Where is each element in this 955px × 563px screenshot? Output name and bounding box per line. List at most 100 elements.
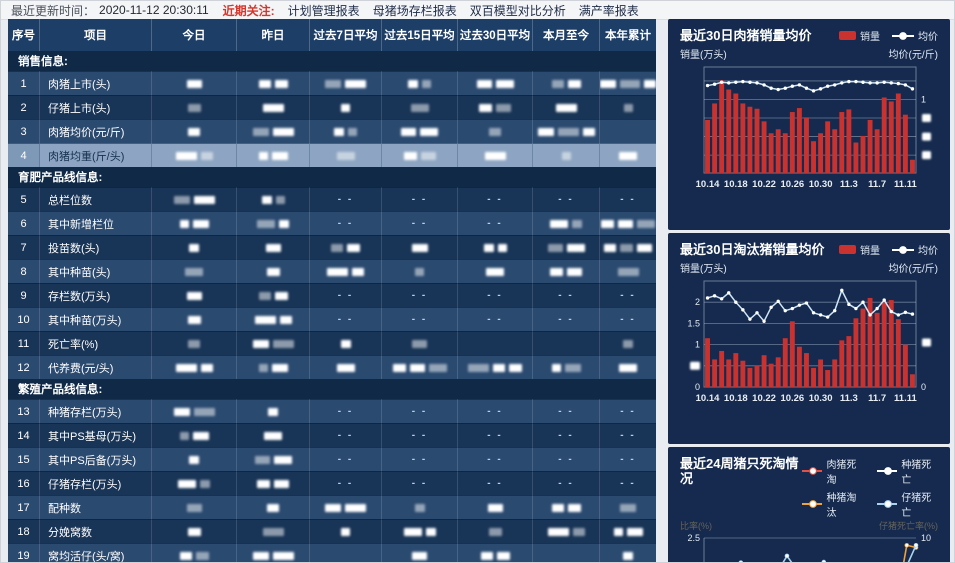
table-row[interactable]: 12 代养费(元/头): [8, 355, 656, 379]
report-link-4[interactable]: 满产率报表: [578, 3, 639, 18]
value-cell: - -: [310, 423, 382, 447]
redacted-value-block: [279, 219, 289, 228]
redacted-value-block: [179, 219, 189, 228]
svg-text:10.22: 10.22: [752, 393, 776, 404]
redacted-value-block: [572, 527, 585, 536]
kpi-table: 序号 项目 今日 昨日 过去7日平均 过去15日平均 过去30日平均 本月至今 本年累计 销售信息…: [8, 19, 656, 562]
no-data-dashes: - -: [411, 314, 428, 325]
row-label: 其中PS基母(万头): [40, 423, 152, 447]
value-cell: - -: [382, 471, 458, 495]
legend-item-breeder-cull[interactable]: 种猪淘汰: [802, 489, 863, 519]
redacted-value-block: [252, 127, 269, 136]
row-label: 分娩窝数: [40, 519, 152, 543]
value-cell: [310, 143, 382, 167]
section-header: 育肥产品线信息:: [8, 167, 656, 187]
legend-item-hog-death[interactable]: 肉猪死淘: [802, 456, 863, 486]
value-cell: [152, 119, 237, 143]
value-cell: - -: [382, 447, 458, 471]
redacted-value-block: [496, 551, 510, 560]
redacted-value-block: [331, 243, 343, 252]
report-link-1[interactable]: 计划管理报表: [287, 3, 360, 18]
row-number: 2: [8, 95, 40, 119]
redacted-value-block: [192, 431, 209, 440]
svg-text:0: 0: [921, 382, 926, 392]
redacted-value-block: [261, 195, 272, 204]
redacted-value-block: [268, 407, 278, 416]
no-data-dashes: - -: [620, 478, 636, 489]
svg-text:1: 1: [695, 340, 700, 350]
row-label: 配种数: [40, 495, 152, 519]
table-row[interactable]: 2 仔猪上市(头): [8, 95, 656, 119]
redacted-value-block: [258, 291, 271, 300]
legend-item-piglet-death[interactable]: 仔猪死亡: [877, 489, 938, 519]
value-cell: [600, 519, 656, 543]
legend-item-sales[interactable]: 销量: [839, 28, 880, 43]
redacted-value-block: [619, 151, 637, 160]
redacted-value-block: [555, 103, 577, 112]
table-row[interactable]: 5 总栏位数 - - - - - - - - - -: [8, 187, 656, 211]
right-axis-title: 均价(元/斤): [888, 50, 938, 61]
value-cell: - -: [458, 423, 533, 447]
table-row[interactable]: 3 肉猪均价(元/斤): [8, 119, 656, 143]
redacted-value-block: [274, 479, 289, 488]
legend-item-avg-price[interactable]: 均价: [892, 242, 938, 257]
value-cell: [458, 355, 533, 379]
redacted-value-block: [325, 503, 341, 512]
value-cell: [600, 235, 656, 259]
redacted-value-block: [341, 103, 350, 112]
no-data-dashes: - -: [337, 454, 354, 465]
table-row[interactable]: 6 其中新增栏位 - - - - - -: [8, 211, 656, 235]
table-row[interactable]: 4 肉猪均重(斤/头): [8, 143, 656, 167]
table-header-row: 序号 项目 今日 昨日 过去7日平均 过去15日平均 过去30日平均 本月至今 本年累计: [8, 19, 656, 51]
redacted-value-block: [619, 363, 637, 372]
value-cell: [382, 259, 458, 283]
row-number: 11: [8, 331, 40, 355]
legend-line-swatch: [802, 467, 823, 475]
value-cell: [458, 95, 533, 119]
table-row[interactable]: 18 分娩窝数: [8, 519, 656, 543]
legend-item-avg-price[interactable]: 均价: [892, 28, 938, 43]
legend-item-sow-death[interactable]: 种猪死亡: [877, 456, 938, 486]
report-link-3[interactable]: 双百模型对比分析: [469, 3, 566, 18]
table-row[interactable]: 15 其中PS后备(万头) - - - - - - - - - -: [8, 447, 656, 471]
legend-label: 销量: [860, 246, 880, 257]
redacted-value-block: [425, 527, 436, 536]
table-row[interactable]: 9 存栏数(万头) - - - - - - - - - -: [8, 283, 656, 307]
table-row[interactable]: 14 其中PS基母(万头) - - - - - - - - - -: [8, 423, 656, 447]
legend-item-sales[interactable]: 销量: [839, 242, 880, 257]
table-row[interactable]: 10 其中种苗(万头) - - - - - - - - - -: [8, 307, 656, 331]
report-link-2[interactable]: 母猪场存栏报表: [372, 3, 457, 18]
value-cell: - -: [533, 447, 600, 471]
redacted-value-block: [551, 79, 564, 88]
column-header: 今日: [152, 19, 237, 51]
legend-label: 均价: [918, 32, 938, 43]
table-row[interactable]: 13 种猪存栏(万头) - - - - - - - - - -: [8, 399, 656, 423]
redacted-value-block: [178, 479, 196, 488]
value-cell: [382, 143, 458, 167]
table-row[interactable]: 7 投苗数(头): [8, 235, 656, 259]
redacted-value-block: [272, 127, 294, 136]
value-cell: [237, 71, 310, 95]
value-cell: [152, 211, 237, 235]
redacted-value-block: [264, 431, 282, 440]
legend-bar-swatch: [839, 31, 856, 40]
row-number: 19: [8, 543, 40, 562]
svg-text:1.5: 1.5: [687, 318, 700, 328]
redacted-value-block: [200, 363, 213, 372]
right-axis-title: 仔猪死亡率(%): [879, 521, 938, 531]
table-row[interactable]: 16 仔猪存栏(万头) - - - - - - - - - -: [8, 471, 656, 495]
no-data-dashes: - -: [411, 406, 428, 417]
value-cell: [152, 143, 237, 167]
row-label: 窝均活仔(头/窝): [40, 543, 152, 562]
no-data-dashes: - -: [558, 314, 574, 325]
chart-panel-2: 最近30日淘汰猪销量均价 销量 均价 销量(万头) 均价(元/斤) 10.14 10.18 1…: [668, 233, 950, 444]
table-row[interactable]: 19 窝均活仔(头/窝): [8, 543, 656, 562]
table-row[interactable]: 8 其中种苗(头): [8, 259, 656, 283]
redacted-value-block: [493, 363, 505, 372]
redacted-value-block: [410, 103, 429, 112]
table-row[interactable]: 17 配种数: [8, 495, 656, 519]
table-row[interactable]: 11 死亡率(%): [8, 331, 656, 355]
row-number: 12: [8, 355, 40, 379]
value-cell: [310, 119, 382, 143]
table-row[interactable]: 1 肉猪上市(头): [8, 71, 656, 95]
